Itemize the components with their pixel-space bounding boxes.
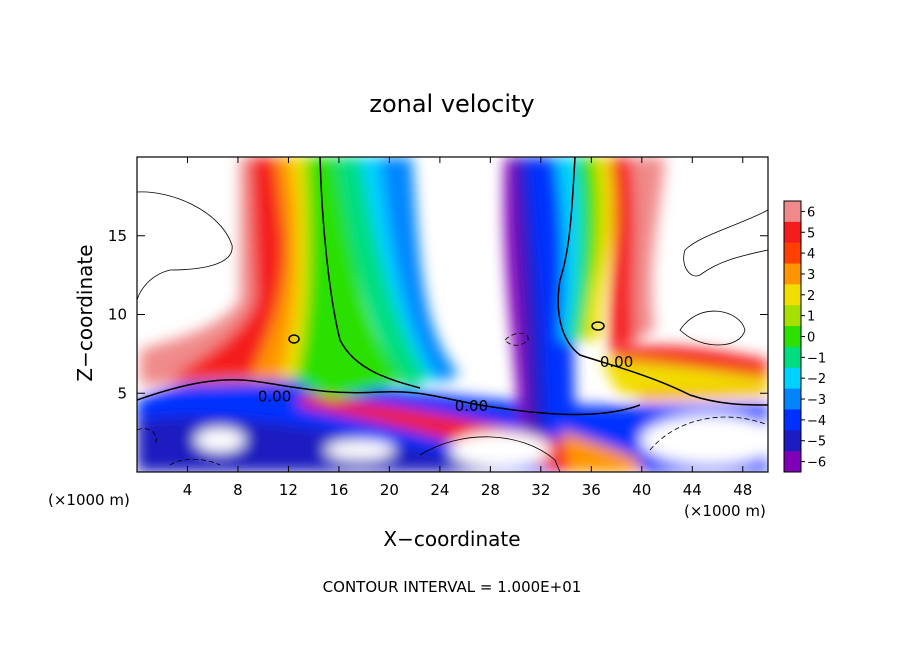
contour-loop-2 bbox=[591, 321, 605, 331]
x-tick-label: 4 bbox=[183, 481, 193, 499]
y-tick-label: 15 bbox=[108, 227, 127, 245]
contour-thin-rightloop bbox=[679, 310, 746, 346]
x-tick-label: 44 bbox=[683, 481, 702, 499]
contour-loop-1 bbox=[288, 334, 300, 344]
colorbar-swatch bbox=[784, 409, 801, 431]
x-axis-unit-right: (×1000 m) bbox=[684, 502, 766, 520]
pocket-2 bbox=[325, 440, 395, 460]
x-tick-label: 32 bbox=[531, 481, 550, 499]
contour-lines bbox=[137, 157, 768, 416]
colorbar-label: −1 bbox=[807, 351, 826, 366]
x-tick-label: 40 bbox=[632, 481, 651, 499]
colorbar-label: −5 bbox=[807, 435, 826, 450]
colorbar-swatch bbox=[784, 221, 801, 244]
x-tick-label: 36 bbox=[582, 481, 601, 499]
contour-dashed-4 bbox=[649, 416, 768, 451]
colorbar-label: 5 bbox=[807, 226, 815, 241]
contour-label: 0.00 bbox=[258, 387, 291, 405]
contour-label: 0.00 bbox=[455, 397, 488, 415]
contour-label: 0.00 bbox=[600, 353, 633, 371]
x-tick-label: 16 bbox=[329, 481, 348, 499]
contour-thin-topright bbox=[683, 209, 768, 277]
contour-zero-left bbox=[137, 379, 641, 416]
y-tick-label: 10 bbox=[108, 306, 127, 324]
colorbar-label: 2 bbox=[807, 289, 815, 304]
pocket-3 bbox=[450, 432, 550, 468]
pocket-1 bbox=[195, 428, 245, 452]
colorbar-label: −3 bbox=[807, 393, 826, 408]
contour-dashed-1 bbox=[504, 332, 529, 346]
colorbar-label: 3 bbox=[807, 268, 815, 283]
y-axis-label: Z−coordinate bbox=[73, 244, 97, 381]
chart-title: zonal velocity bbox=[369, 90, 534, 118]
colorbar-swatch bbox=[784, 201, 801, 223]
x-tick-label: 28 bbox=[481, 481, 500, 499]
plume-left-blue bbox=[380, 157, 460, 382]
colorbar-swatch bbox=[784, 367, 801, 390]
x-axis-ticks: 4 8 12 16 20 24 28 32 36 40 44 48 bbox=[183, 157, 752, 499]
colorbar-swatch bbox=[784, 284, 801, 306]
contour-labels: 0.00 0.00 0.00 bbox=[258, 353, 633, 415]
colorbar-swatch bbox=[784, 242, 801, 265]
colorbar-swatch bbox=[784, 346, 801, 369]
x-axis-label: X−coordinate bbox=[383, 527, 520, 551]
velocity-field bbox=[137, 157, 768, 472]
plot-area: 0.000.000.00 4 8 12 16 20 24 28 32 36 40 44 48 5101… bbox=[108, 156, 769, 499]
colorbar-label: −2 bbox=[807, 372, 826, 387]
x-tick-label: 8 bbox=[233, 481, 243, 499]
x-tick-label: 48 bbox=[733, 481, 752, 499]
x-tick-label: 24 bbox=[430, 481, 449, 499]
colorbar-swatch bbox=[784, 388, 801, 410]
contour-thin-lower bbox=[419, 436, 561, 472]
contour-interval-note: CONTOUR INTERVAL = 1.000E+01 bbox=[323, 578, 582, 596]
right-tongue-yellow bbox=[600, 360, 768, 395]
plume-right-pink bbox=[630, 157, 665, 340]
contour-zero-right bbox=[557, 157, 768, 406]
contour-lines-thin bbox=[137, 191, 768, 472]
colorbar-label: 0 bbox=[807, 331, 815, 346]
contour-dashed-3 bbox=[169, 458, 221, 466]
colorbar-swatch bbox=[784, 326, 801, 348]
colorbar-swatch bbox=[784, 305, 801, 327]
colorbar: 6 5 4 3 2 1 0 −1 −2 −3 −4 −5 −6 bbox=[783, 200, 826, 473]
x-axis-unit-left: (×1000 m) bbox=[48, 491, 130, 509]
y-tick-label: 5 bbox=[117, 384, 127, 402]
colorbar-label: 6 bbox=[807, 205, 815, 220]
lower-streak-orange bbox=[560, 430, 640, 472]
x-tick-label: 12 bbox=[279, 481, 298, 499]
colorbar-label: 4 bbox=[807, 247, 815, 262]
contour-thin-topleft bbox=[137, 191, 233, 301]
colorbar-swatch bbox=[784, 430, 801, 452]
contour-zero-plume bbox=[319, 157, 421, 389]
colorbar-swatch bbox=[784, 451, 801, 473]
colorbar-label: −4 bbox=[807, 414, 826, 429]
colorbar-label: −6 bbox=[807, 456, 826, 471]
colorbar-label: 1 bbox=[807, 310, 815, 325]
contour-dashed-2 bbox=[137, 428, 157, 446]
colorbar-swatch bbox=[784, 263, 801, 285]
pocket-4 bbox=[640, 415, 768, 465]
field-blobs bbox=[137, 157, 768, 472]
y-axis-ticks: 5 10 15 bbox=[108, 227, 768, 402]
x-tick-label: 20 bbox=[380, 481, 399, 499]
